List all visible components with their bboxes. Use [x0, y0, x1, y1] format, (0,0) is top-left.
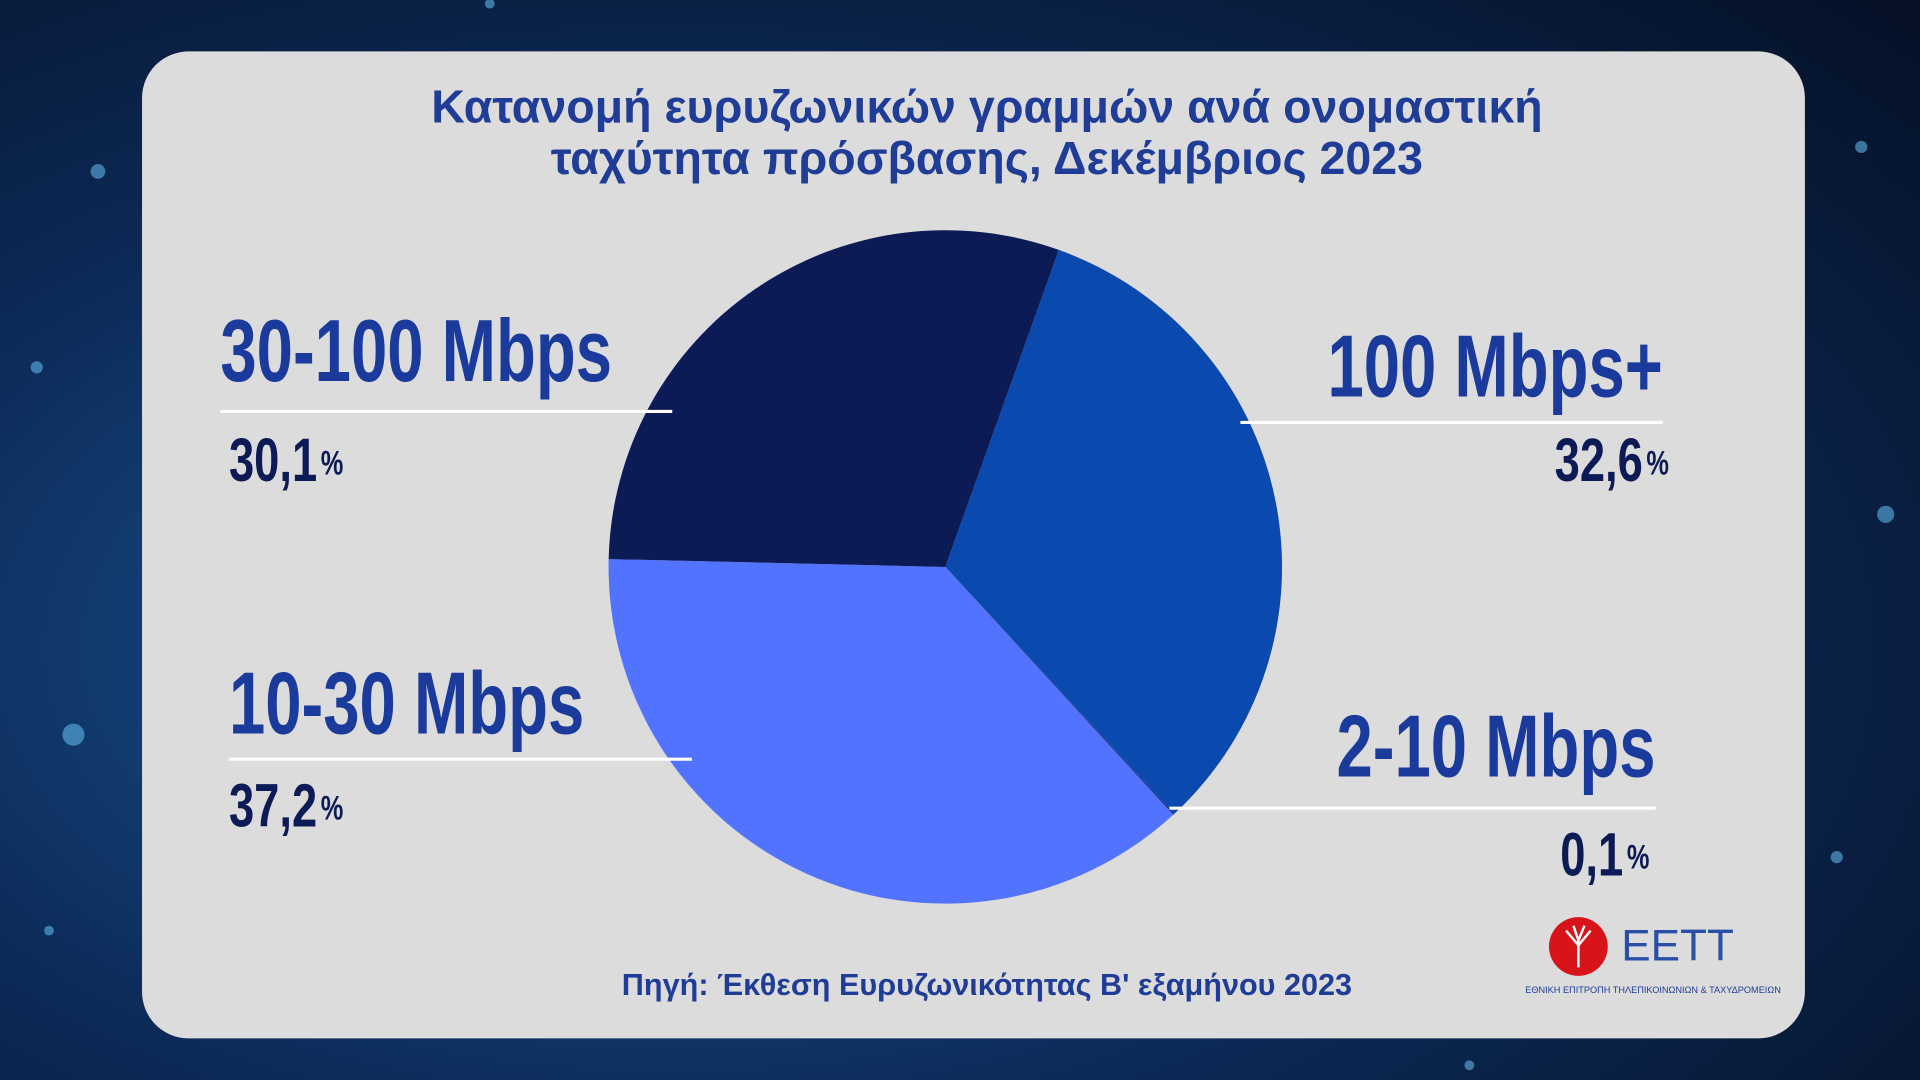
- source: Πηγή: Έκθεση Ευρυζωνικότητας Β' εξαμήνου…: [622, 968, 1352, 1002]
- logo-name: ΕΕΤΤ: [1621, 922, 1734, 971]
- category-label: 2-10 Mbps: [1336, 698, 1655, 796]
- chart-title: ταχύτητα πρόσβασης, Δεκέμβριος 2023: [551, 132, 1423, 184]
- value-label: 37,2%: [229, 772, 343, 840]
- value-label: 0,1%: [1560, 821, 1649, 889]
- value-label: 30,1%: [229, 427, 343, 495]
- value-number: 37,2: [229, 772, 317, 840]
- logo-subtitle: ΕΘΝΙΚΗ ΕΠΙΤΡΟΠΗ ΤΗΛΕΠΙΚΟΙΝΩΝΙΩΝ & ΤΑΧΥΔΡ…: [1525, 985, 1781, 995]
- pie-slice: [945, 566, 1175, 815]
- value-number: 32,6: [1555, 427, 1643, 495]
- pie-slice: [608, 230, 1059, 567]
- value-label: 32,6%: [1555, 427, 1669, 495]
- logo-tree: [1565, 925, 1592, 968]
- category-label: 30-100 Mbps: [220, 302, 612, 400]
- pie-slice: [608, 559, 1174, 904]
- value-unit: %: [1646, 445, 1669, 483]
- pie-slice: [945, 249, 1283, 814]
- category-label: 100 Mbps+: [1327, 318, 1662, 416]
- value-unit: %: [321, 445, 344, 483]
- value-number: 0,1: [1560, 821, 1623, 889]
- value-unit: %: [321, 790, 344, 828]
- value-unit: %: [1627, 839, 1650, 877]
- category-label: 10-30 Mbps: [229, 655, 584, 753]
- chart-title: Κατανομή ευρυζωνικών γραμμών ανά ονομαστ…: [431, 81, 1542, 133]
- network-dots: [30, 0, 1895, 1071]
- logo: ΕΕΤΤ ΕΘΝΙΚΗ ΕΠΙΤΡΟΠΗ ΤΗΛΕΠΙΚΟΙΝΩΝΙΩΝ & Τ…: [1525, 917, 1781, 995]
- value-number: 30,1: [229, 427, 317, 495]
